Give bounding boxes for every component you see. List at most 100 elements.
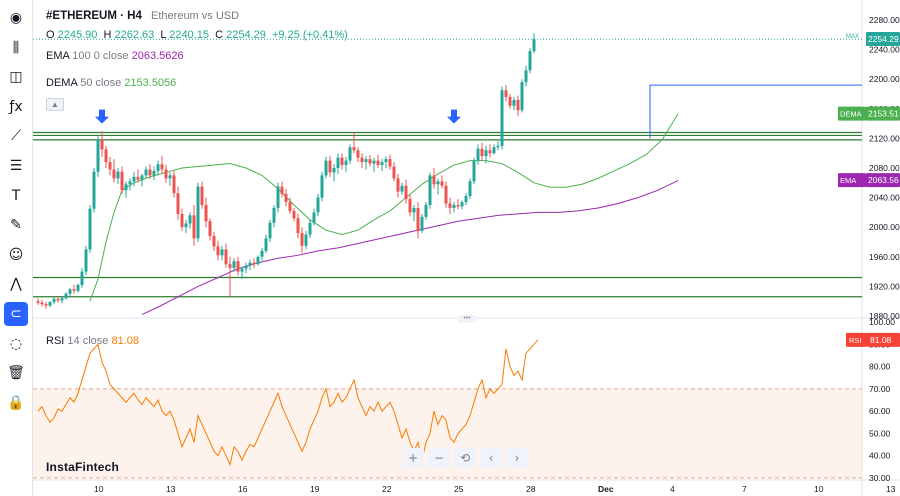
emoji-icon[interactable]: ☺ xyxy=(8,246,24,263)
candle[interactable] xyxy=(132,176,136,182)
candle[interactable] xyxy=(428,175,432,205)
chart-type-icon[interactable]: ⫼ xyxy=(12,39,20,56)
candle[interactable] xyxy=(360,157,364,163)
candle[interactable] xyxy=(284,193,288,203)
candle[interactable] xyxy=(260,250,264,257)
candle[interactable] xyxy=(268,222,272,239)
candle[interactable] xyxy=(80,271,84,285)
candle[interactable] xyxy=(112,169,116,179)
patterns-icon[interactable]: ⋀ xyxy=(10,276,22,293)
candles-icon[interactable]: ◫ xyxy=(9,69,23,86)
candle[interactable] xyxy=(328,160,332,173)
candle[interactable] xyxy=(92,171,96,209)
pane-resize-handle[interactable]: ••• xyxy=(458,315,476,323)
candle[interactable] xyxy=(380,162,384,166)
candle[interactable] xyxy=(68,289,72,294)
candle[interactable] xyxy=(120,171,124,191)
candle[interactable] xyxy=(96,139,100,172)
blue-level-line[interactable] xyxy=(649,84,862,139)
scroll-right-button[interactable]: › xyxy=(506,448,528,468)
candle[interactable] xyxy=(140,175,144,180)
candle[interactable] xyxy=(196,186,200,239)
reset-icon[interactable]: ⟲ xyxy=(454,448,476,468)
candle[interactable] xyxy=(332,168,336,173)
candle[interactable] xyxy=(104,149,108,163)
candle[interactable] xyxy=(124,184,128,191)
scroll-left-button[interactable]: ‹ xyxy=(480,448,502,468)
candle[interactable] xyxy=(532,39,536,52)
candle[interactable] xyxy=(492,147,496,154)
candle[interactable] xyxy=(292,210,296,219)
candle[interactable] xyxy=(188,215,192,224)
candle[interactable] xyxy=(424,205,428,217)
candle[interactable] xyxy=(404,185,408,200)
candle[interactable] xyxy=(176,193,180,214)
candle[interactable] xyxy=(212,236,216,247)
candle[interactable] xyxy=(108,162,112,170)
candle[interactable] xyxy=(88,208,92,250)
candle[interactable] xyxy=(420,216,424,231)
candle[interactable] xyxy=(136,176,140,180)
candle[interactable] xyxy=(152,170,156,176)
candle[interactable] xyxy=(476,148,480,161)
candle[interactable] xyxy=(100,139,104,150)
candle[interactable] xyxy=(52,298,56,302)
candle[interactable] xyxy=(220,249,224,256)
down-arrow-icon[interactable] xyxy=(95,109,109,124)
candle[interactable] xyxy=(464,196,468,203)
candle[interactable] xyxy=(40,302,44,305)
candle[interactable] xyxy=(348,147,352,161)
candle[interactable] xyxy=(208,221,212,237)
candle[interactable] xyxy=(64,293,68,299)
candle[interactable] xyxy=(324,160,328,176)
logo-icon[interactable]: ◉ xyxy=(9,10,23,26)
candle[interactable] xyxy=(460,202,464,207)
candle[interactable] xyxy=(384,159,388,163)
candle[interactable] xyxy=(248,262,252,266)
candle[interactable] xyxy=(432,175,436,185)
candle[interactable] xyxy=(232,261,236,268)
candle[interactable] xyxy=(236,261,240,272)
candle[interactable] xyxy=(312,212,316,223)
zoom-out-button[interactable]: − xyxy=(428,448,450,468)
candle[interactable] xyxy=(356,150,360,158)
symbol-title[interactable]: #ETHEREUM · H4 xyxy=(46,10,142,22)
rsi-legend[interactable]: RSI 14 close 81.08 xyxy=(46,335,139,347)
candle[interactable] xyxy=(520,82,524,111)
candle[interactable] xyxy=(116,171,120,179)
candle[interactable] xyxy=(436,181,440,185)
candle[interactable] xyxy=(408,199,412,213)
candle[interactable] xyxy=(416,207,420,231)
candle[interactable] xyxy=(316,197,320,213)
candle[interactable] xyxy=(400,185,404,192)
candle[interactable] xyxy=(376,160,380,166)
candle[interactable] xyxy=(320,175,324,198)
lock-icon[interactable]: 🔒 xyxy=(7,394,25,411)
candle[interactable] xyxy=(468,181,472,197)
candle[interactable] xyxy=(160,164,164,170)
candle[interactable] xyxy=(412,207,416,213)
candle[interactable] xyxy=(304,234,308,246)
candle[interactable] xyxy=(288,202,292,211)
candle[interactable] xyxy=(344,160,348,166)
candle[interactable] xyxy=(516,99,520,111)
trash-icon[interactable]: 🗑 xyxy=(7,365,25,382)
candle[interactable] xyxy=(296,218,300,234)
candle[interactable] xyxy=(252,262,256,265)
candle[interactable] xyxy=(528,51,532,71)
candle[interactable] xyxy=(164,169,168,179)
candle[interactable] xyxy=(72,289,76,291)
candle[interactable] xyxy=(172,175,176,194)
candle[interactable] xyxy=(240,268,244,272)
down-arrow-icon[interactable] xyxy=(447,109,461,124)
candle[interactable] xyxy=(44,304,48,306)
candle[interactable] xyxy=(216,246,220,256)
candle[interactable] xyxy=(452,205,456,208)
candle[interactable] xyxy=(180,213,184,228)
candle[interactable] xyxy=(56,298,60,301)
candle[interactable] xyxy=(456,205,460,207)
candle[interactable] xyxy=(388,159,392,167)
candle[interactable] xyxy=(148,169,152,176)
hide-drawings-icon[interactable]: ◌ xyxy=(9,335,23,352)
candle[interactable] xyxy=(372,160,376,164)
